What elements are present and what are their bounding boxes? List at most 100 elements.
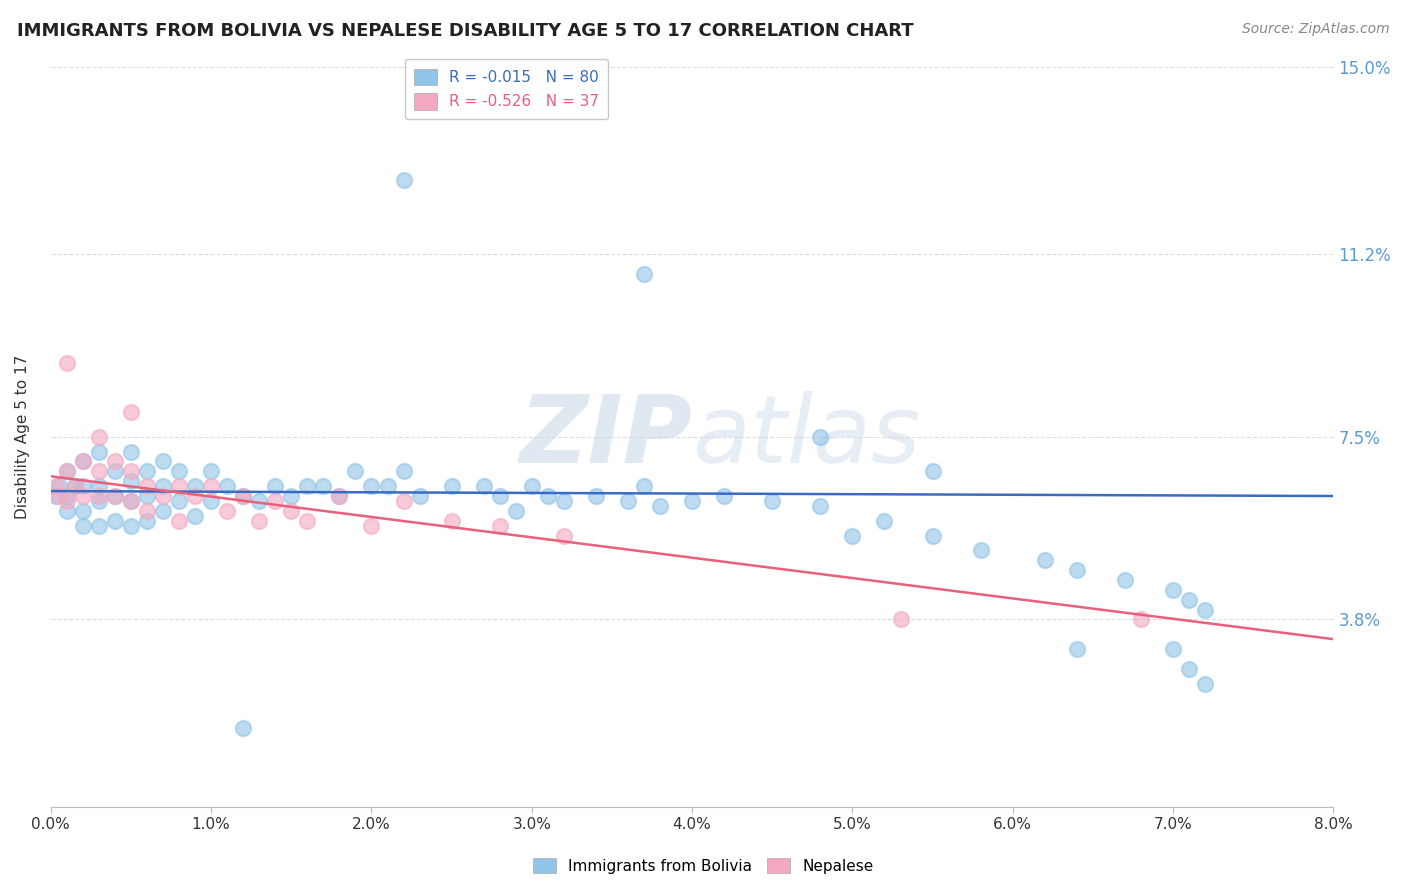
Point [167,479,190,493]
Point [585,489,607,503]
Point [247,514,270,528]
Point [921,464,943,478]
Point [200,479,222,493]
Point [200,464,222,478]
Text: atlas: atlas [692,392,921,483]
Point [392,173,415,187]
Point [1161,582,1184,597]
Point [136,504,159,518]
Point [152,504,174,518]
Point [184,508,207,523]
Point [392,494,415,508]
Point [232,489,254,503]
Point [184,479,207,493]
Point [1178,592,1201,607]
Point [167,494,190,508]
Point [120,494,142,508]
Point [104,464,127,478]
Point [970,543,993,558]
Point [136,479,159,493]
Point [617,494,640,508]
Point [1033,553,1056,567]
Point [72,454,94,468]
Point [48,479,70,493]
Point [681,494,703,508]
Point [408,489,430,503]
Point [136,464,159,478]
Point [104,454,127,468]
Point [505,504,527,518]
Point [633,479,655,493]
Point [264,494,287,508]
Point [873,514,896,528]
Point [921,528,943,542]
Point [1161,642,1184,657]
Point [648,499,671,513]
Point [63,479,86,493]
Point [167,514,190,528]
Point [72,504,94,518]
Point [45,479,67,493]
Point [152,479,174,493]
Point [87,489,110,503]
Point [136,514,159,528]
Point [72,518,94,533]
Point [553,494,575,508]
Point [56,464,79,478]
Point [87,464,110,478]
Point [713,489,735,503]
Point [104,489,127,503]
Point [1066,563,1088,577]
Point [889,612,911,626]
Point [808,499,831,513]
Point [392,464,415,478]
Point [1130,612,1153,626]
Point [63,479,86,493]
Point [488,518,510,533]
Point [56,464,79,478]
Point [553,528,575,542]
Point [472,479,495,493]
Point [87,518,110,533]
Point [360,518,382,533]
Point [280,489,302,503]
Point [297,479,319,493]
Point [56,356,79,370]
Point [280,504,302,518]
Point [104,514,127,528]
Text: Source: ZipAtlas.com: Source: ZipAtlas.com [1241,22,1389,37]
Point [297,514,319,528]
Point [344,464,367,478]
Point [217,479,239,493]
Point [312,479,335,493]
Legend: R = -0.015   N = 80, R = -0.526   N = 37: R = -0.015 N = 80, R = -0.526 N = 37 [405,60,609,119]
Point [87,444,110,458]
Point [1194,602,1216,616]
Point [761,494,783,508]
Point [72,454,94,468]
Point [120,474,142,488]
Point [120,518,142,533]
Point [152,454,174,468]
Point [488,489,510,503]
Point [440,514,463,528]
Point [56,494,79,508]
Point [264,479,287,493]
Point [104,489,127,503]
Point [537,489,560,503]
Y-axis label: Disability Age 5 to 17: Disability Age 5 to 17 [15,355,30,519]
Point [56,504,79,518]
Point [120,405,142,419]
Legend: Immigrants from Bolivia, Nepalese: Immigrants from Bolivia, Nepalese [526,852,880,880]
Text: ZIP: ZIP [519,391,692,483]
Point [377,479,399,493]
Point [1066,642,1088,657]
Point [87,494,110,508]
Text: IMMIGRANTS FROM BOLIVIA VS NEPALESE DISABILITY AGE 5 TO 17 CORRELATION CHART: IMMIGRANTS FROM BOLIVIA VS NEPALESE DISA… [17,22,914,40]
Point [217,504,239,518]
Point [247,494,270,508]
Point [152,489,174,503]
Point [841,528,863,542]
Point [1194,676,1216,690]
Point [328,489,350,503]
